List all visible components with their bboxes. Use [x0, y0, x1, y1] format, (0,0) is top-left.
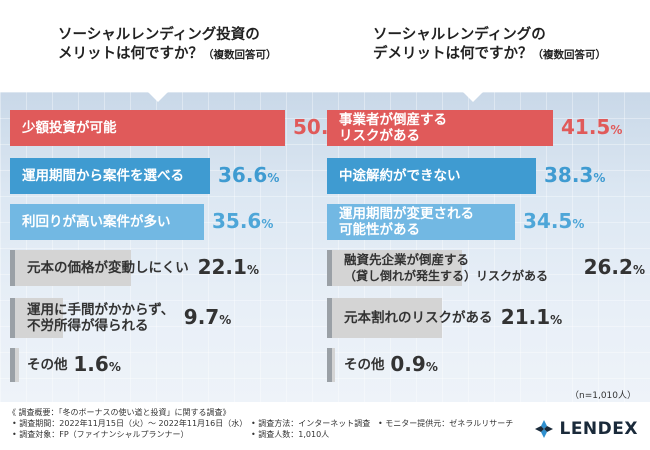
bar-demerit-2: 運用期間が変更される 可能性がある: [327, 204, 515, 240]
survey-overview: 《 調査概要：「冬のボーナスの使い道と投資」に関する調査》: [8, 408, 231, 417]
bar-merit-3: 元本の価格が変動しにくい: [10, 250, 189, 286]
bar-value: 9.7%: [183, 305, 232, 329]
bar-merit-4: 運用に手間がかからず、 不労所得が得られる: [10, 298, 174, 338]
bar-value: 36.6%: [218, 163, 280, 187]
bar-value: 0.9%: [390, 352, 438, 376]
bar-label: その他: [27, 357, 68, 373]
bar-merit-5: その他: [10, 348, 68, 382]
bar-demerit-1: 中途解約ができない: [327, 158, 536, 194]
header: ソーシャルレンディング投資の メリットは何ですか？（複数回答可） ソーシャルレン…: [0, 0, 650, 92]
bar-merit-1: 運用期間から案件を選べる: [10, 158, 210, 194]
bar-demerit-5: その他: [327, 348, 385, 382]
sample-size-note: （n=1,010人）: [569, 391, 636, 401]
survey-count: • 調査人数：1,010人: [251, 430, 330, 439]
bar-label: 融資先企業が倒産する （貸し倒れが発生する）リスクがある: [344, 252, 549, 283]
left-title-pointer: [148, 92, 168, 102]
survey-method: • 調査方法：インターネット調査: [251, 419, 371, 428]
bar-merit-2: 利回りが高い案件が多い: [10, 204, 204, 240]
bar-value: 21.1%: [500, 305, 563, 329]
bar-value: 35.6%: [212, 209, 274, 233]
bar-label: 元本の価格が変動しにくい: [27, 260, 189, 276]
survey-provider: • モニター提供元：ゼネラルリサーチ: [378, 419, 514, 428]
bar-demerit-0: 事業者が倒産する リスクがある: [327, 110, 553, 146]
bar-demerit-3: 融資先企業が倒産する （貸し倒れが発生する）リスクがある: [327, 250, 548, 286]
lendex-logo-text: LENDEX: [559, 419, 638, 439]
bar-value: 1.6%: [73, 352, 121, 376]
right-question-title: ソーシャルレンディングの デメリットは何ですか？（複数回答可）: [373, 27, 606, 62]
bar-label: その他: [344, 357, 385, 373]
bar-label: 運用に手間がかからず、 不労所得が得られる: [27, 302, 175, 334]
bar-label: 元本割れのリスクがある: [344, 310, 493, 326]
bar-label: 事業者が倒産する リスクがある: [339, 112, 447, 144]
bar-value: 34.5%: [523, 209, 585, 233]
bar-demerit-4: 元本割れのリスクがある: [327, 298, 493, 338]
right-title-pointer: [463, 92, 483, 102]
bar-value: 38.3%: [544, 163, 606, 187]
survey-target: • 調査対象：FP（ファイナンシャルプランナー）: [12, 430, 189, 439]
bar-label: 利回りが高い案件が多い: [22, 214, 171, 230]
bar-value: 26.2%: [583, 255, 645, 279]
left-question-title: ソーシャルレンディング投資の メリットは何ですか？（複数回答可）: [58, 27, 277, 62]
bar-label: 中途解約ができない: [339, 168, 461, 184]
bar-value: 22.1%: [197, 255, 259, 279]
bar-merit-0: 少額投資が可能: [10, 110, 285, 146]
bar-value: 41.5%: [561, 115, 623, 139]
bar-label: 少額投資が可能: [22, 120, 117, 136]
bar-label: 運用期間から案件を選べる: [22, 168, 184, 184]
survey-period: • 調査期間：2022年11月15日（火）～ 2022年11月16日（水）: [12, 419, 248, 428]
lendex-logo: LENDEX: [534, 419, 638, 439]
lendex-logo-icon: [535, 420, 554, 438]
bar-label: 運用期間が変更される 可能性がある: [339, 206, 474, 238]
